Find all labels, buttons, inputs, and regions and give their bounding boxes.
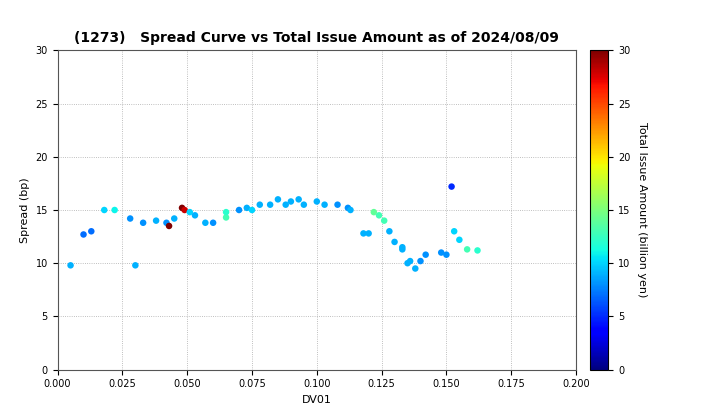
Point bbox=[207, 219, 219, 226]
Point bbox=[220, 214, 232, 221]
Point bbox=[199, 219, 211, 226]
Point bbox=[86, 228, 97, 235]
Point bbox=[163, 223, 175, 229]
Point bbox=[78, 231, 89, 238]
X-axis label: DV01: DV01 bbox=[302, 395, 332, 405]
Point bbox=[402, 260, 413, 267]
Point bbox=[246, 207, 258, 213]
Point bbox=[319, 201, 330, 208]
Y-axis label: Spread (bp): Spread (bp) bbox=[20, 177, 30, 243]
Point bbox=[130, 262, 141, 269]
Point bbox=[368, 209, 379, 215]
Point bbox=[358, 230, 369, 237]
Point bbox=[405, 258, 416, 265]
Point bbox=[161, 219, 172, 226]
Point bbox=[410, 265, 421, 272]
Point bbox=[449, 228, 460, 235]
Title: (1273)   Spread Curve vs Total Issue Amount as of 2024/08/09: (1273) Spread Curve vs Total Issue Amoun… bbox=[74, 31, 559, 45]
Point bbox=[420, 251, 431, 258]
Point bbox=[125, 215, 136, 222]
Y-axis label: Total Issue Amount (billion yen): Total Issue Amount (billion yen) bbox=[637, 122, 647, 298]
Point bbox=[363, 230, 374, 237]
Point bbox=[233, 207, 245, 213]
Point bbox=[345, 207, 356, 213]
Point bbox=[397, 244, 408, 251]
Point bbox=[298, 201, 310, 208]
Point bbox=[99, 207, 110, 213]
Point bbox=[454, 236, 465, 243]
Point bbox=[332, 201, 343, 208]
Point bbox=[311, 198, 323, 205]
Point bbox=[168, 215, 180, 222]
Point bbox=[384, 228, 395, 235]
Point bbox=[415, 258, 426, 265]
Point bbox=[138, 219, 149, 226]
Point bbox=[272, 196, 284, 203]
Point bbox=[179, 207, 190, 213]
Point bbox=[65, 262, 76, 269]
Point bbox=[293, 196, 305, 203]
Point bbox=[342, 205, 354, 211]
Point bbox=[389, 239, 400, 245]
Point bbox=[184, 209, 196, 215]
Point bbox=[472, 247, 483, 254]
Point bbox=[264, 201, 276, 208]
Point bbox=[441, 251, 452, 258]
Point bbox=[285, 198, 297, 205]
Point bbox=[373, 212, 384, 219]
Point bbox=[446, 183, 457, 190]
Point bbox=[109, 207, 120, 213]
Point bbox=[397, 246, 408, 253]
Point bbox=[280, 201, 292, 208]
Point bbox=[379, 217, 390, 224]
Point bbox=[436, 249, 447, 256]
Point bbox=[462, 246, 473, 253]
Point bbox=[241, 205, 253, 211]
Point bbox=[254, 201, 266, 208]
Point bbox=[189, 212, 201, 219]
Point bbox=[220, 209, 232, 215]
Point bbox=[150, 217, 162, 224]
Point bbox=[176, 205, 188, 211]
